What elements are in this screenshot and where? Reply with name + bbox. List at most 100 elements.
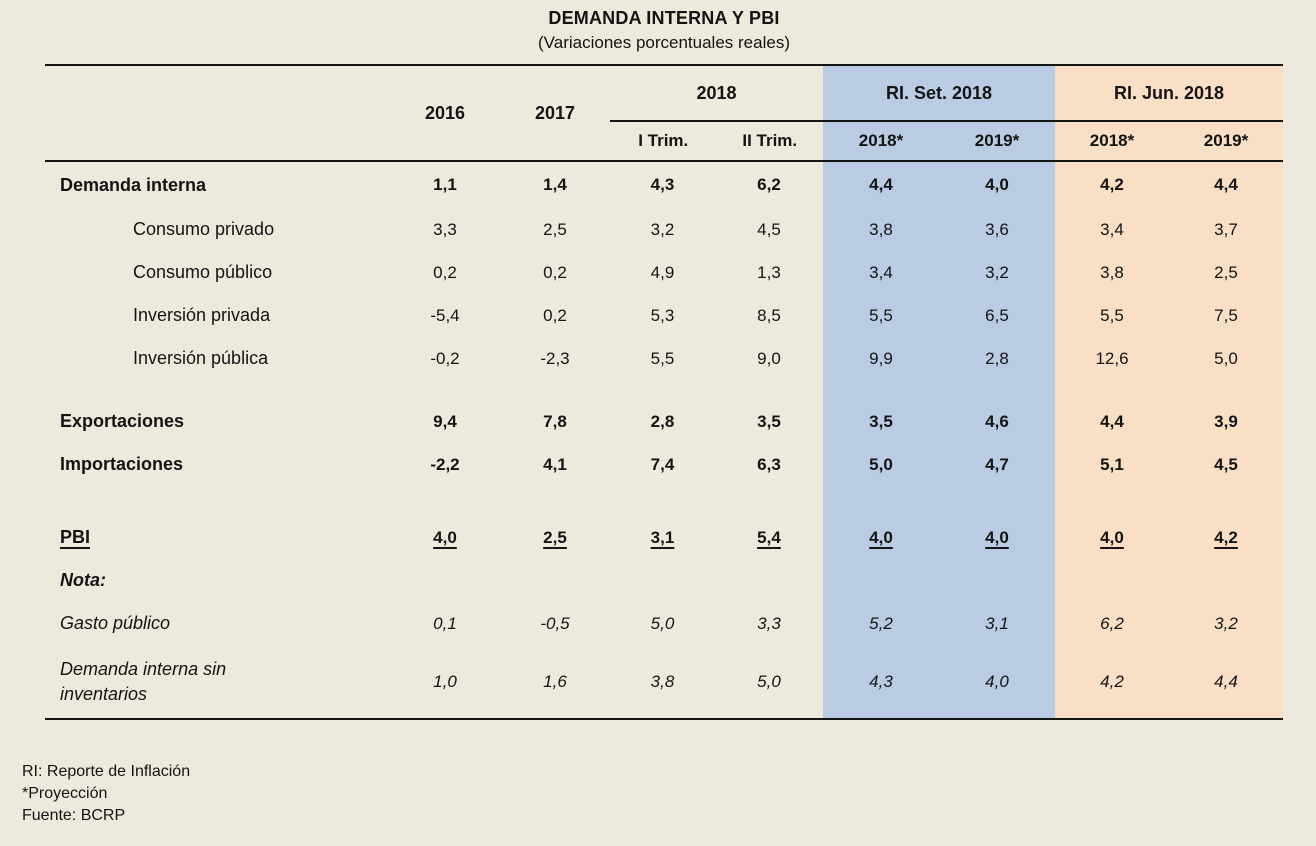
row-label: Exportaciones [60,411,185,431]
cell-value: 3,4 [1100,219,1124,239]
cell-value: 0,2 [543,305,567,325]
table-body: Demanda interna 1,1 1,4 4,3 6,2 4,4 4,0 4,2 4,4 C… [45,162,1283,718]
cell-value: 4,0 [985,527,1009,547]
header-group-2018: 2018 I Trim. II Trim. [610,66,823,160]
header-sub-ii-trim: II Trim. [742,131,798,150]
data-table: 2016 2017 2018 I Trim. II Trim. RI. Set.… [45,64,1283,720]
table-row: Inversión pública -0,2 -2,3 5,5 9,0 9,9 2,8 12,… [45,337,1283,380]
cell-value: 6,5 [985,305,1009,325]
cell-value: 4,7 [985,454,1009,474]
cell-value: 5,4 [757,527,781,547]
row-label: Inversión privada [133,305,271,325]
cell-value: 5,3 [650,305,675,325]
row-label: Nota: [60,570,106,590]
cell-value: 4,2 [1100,671,1124,691]
cell-value: 7,5 [1214,305,1238,325]
cell-value: 3,6 [985,219,1009,239]
cell-value: 4,3 [869,671,893,691]
cell-value: 4,0 [1100,527,1124,547]
header-group-ri-set-2018-subcolumns: 2018* 2019* [823,122,1055,160]
cell-value: 0,1 [433,613,457,633]
cell-value: 4,0 [433,527,457,547]
ri-set-2018-highlight-band [823,66,1055,720]
table-row: Demanda interna 1,1 1,4 4,3 6,2 4,4 4,0 4,2 4,4 [45,162,1283,208]
cell-value: 4,5 [1214,454,1238,474]
header-col-2016: 2016 [424,102,466,123]
cell-value: 4,6 [985,411,1009,431]
cell-value: 4,4 [1100,411,1124,431]
cell-value: 0,2 [543,262,567,282]
cell-value: 5,0 [869,454,893,474]
row-spacer [45,380,1283,400]
footnote-proyeccion: *Proyección [22,785,108,802]
header-group-ri-set-2018: RI. Set. 2018 2018* 2019* [823,66,1055,160]
cell-value: 3,5 [869,411,893,431]
row-label: Importaciones [60,454,184,474]
cell-value: 4,5 [757,219,781,239]
row-label: Consumo privado [133,219,275,239]
cell-value: 4,3 [650,175,675,194]
cell-value: 4,4 [1214,175,1238,194]
table-row: Consumo público 0,2 0,2 4,9 1,3 3,4 3,2 3,8 2,5 [45,251,1283,294]
cell-value: 4,2 [1214,527,1238,547]
cell-value: -5,4 [430,305,460,325]
cell-value: 7,8 [543,411,567,431]
cell-value: 3,2 [650,219,675,239]
cell-value: 4,2 [1100,175,1124,194]
cell-value: 6,2 [757,175,781,194]
cell-value: 6,2 [1100,613,1124,633]
table-row: Gasto público 0,1 -0,5 5,0 3,3 5,2 3,1 6,2 3,2 [45,602,1283,645]
cell-value: 5,2 [869,613,893,633]
cell-value: 3,8 [869,219,893,239]
cell-value: 3,1 [650,527,675,547]
cell-value: 1,3 [757,262,781,282]
cell-value: 5,0 [650,613,675,633]
header-label-spacer [45,66,390,160]
cell-value: 9,4 [433,411,457,431]
cell-value: 3,2 [985,262,1009,282]
cell-value: 2,5 [1214,262,1238,282]
table-row: Nota: [45,559,1283,602]
header-col-2017: 2017 [534,102,576,123]
ri-jun-2018-highlight-band [1055,66,1283,720]
row-label: Consumo público [133,262,273,282]
cell-value: -0,2 [430,348,460,368]
table-row: Importaciones -2,2 4,1 7,4 6,3 5,0 4,7 5,1 4,5 [45,443,1283,486]
footnote-ri: RI: Reporte de Inflación [22,763,191,780]
header-group-ri-set-2018-title: RI. Set. 2018 [823,66,1055,122]
cell-value: 6,3 [757,454,781,474]
table-title: DEMANDA INTERNA Y PBI [548,8,780,28]
cell-value: 2,5 [543,527,567,547]
cell-value: 5,5 [650,348,675,368]
cell-value: 3,9 [1214,411,1238,431]
cell-value: 3,8 [1100,262,1124,282]
cell-value: 4,4 [1214,671,1238,691]
cell-value: 3,3 [757,613,781,633]
header-sub-ri-jun-2018: 2018* [1089,131,1135,150]
cell-value: 3,2 [1214,613,1238,633]
header-sub-ri-set-2018: 2018* [858,131,904,150]
table-row: Inversión privada -5,4 0,2 5,3 8,5 5,5 6,5 5,5 7… [45,294,1283,337]
cell-value: 2,8 [985,348,1009,368]
cell-value: 0,2 [433,262,457,282]
row-label: Gasto público [60,613,171,633]
row-label: Demanda interna [60,174,207,195]
row-label: Inversión pública [133,348,269,368]
header-sub-i-trim: I Trim. [638,131,689,150]
cell-value: -0,5 [540,613,570,633]
header-group-2018-title: 2018 [610,66,823,122]
cell-value: 1,4 [543,175,567,194]
table-row: PBI 4,0 2,5 3,1 5,4 4,0 4,0 4,0 4,2 [45,516,1283,559]
table-row: Demanda interna sin inventarios 1,0 1,6 3,8… [45,645,1283,718]
cell-value: 2,5 [543,219,567,239]
cell-value: 4,0 [869,527,893,547]
cell-value: 5,1 [1100,454,1124,474]
cell-value: 5,5 [1100,305,1124,325]
cell-value: 1,6 [543,671,567,691]
cell-value: -2,3 [540,348,570,368]
header-group-ri-jun-2018-title: RI. Jun. 2018 [1055,66,1283,122]
row-label: PBI [60,527,91,547]
cell-value: -2,2 [430,454,460,474]
cell-value: 2,8 [650,411,675,431]
cell-value: 3,1 [985,613,1009,633]
